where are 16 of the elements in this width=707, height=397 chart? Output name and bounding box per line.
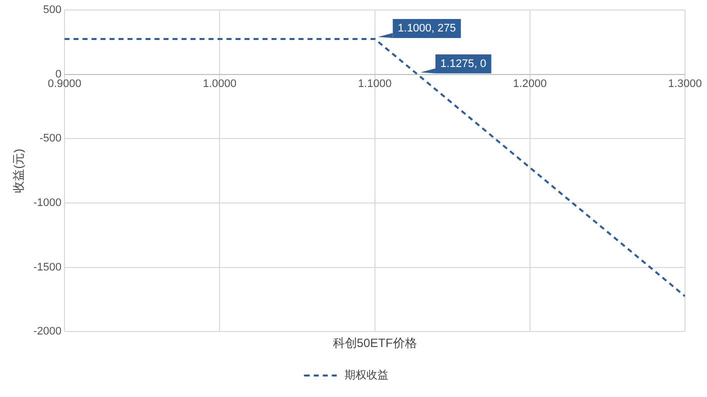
x-tick-label: 1.3000 <box>668 78 702 90</box>
y-axis-title: 收益(元) <box>12 148 26 193</box>
annotation: 1.1000, 275 <box>398 22 456 34</box>
y-tick-label: -1500 <box>33 261 62 274</box>
y-tick-label: 0 <box>55 68 62 80</box>
annotation: 1.1275, 0 <box>440 58 486 70</box>
y-tick-label: 500 <box>43 4 62 16</box>
x-tick-label: 1.0000 <box>202 78 236 90</box>
x-tick-label: 1.2000 <box>513 78 547 90</box>
x-axis-title: 科创50ETF价格 <box>332 336 417 350</box>
legend-label: 期权收益 <box>344 370 388 382</box>
y-tick-label: -500 <box>40 132 62 145</box>
y-tick-label: -1000 <box>33 196 62 209</box>
x-tick-label: 1.1000 <box>358 78 392 90</box>
y-tick-label: -2000 <box>33 326 62 338</box>
x-tick-label: 0.9000 <box>48 78 82 90</box>
